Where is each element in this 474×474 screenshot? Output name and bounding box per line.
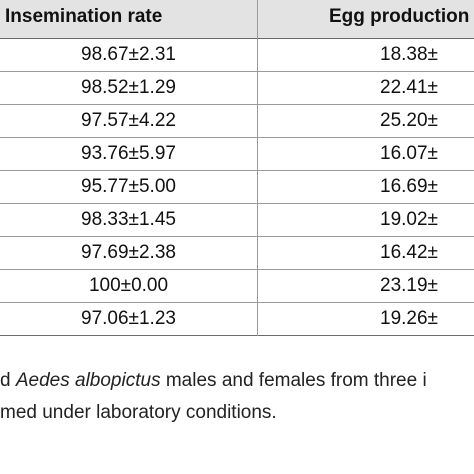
caption-prefix: d xyxy=(0,370,16,391)
table-row: 97.57±4.22 25.20± xyxy=(0,105,474,138)
table-row: 95.77±5.00 16.69± xyxy=(0,171,474,204)
egg-production-cell: 19.02± xyxy=(380,209,438,231)
table-caption: d Aedes albopictus males and females fro… xyxy=(0,365,474,429)
egg-production-cell: 22.41± xyxy=(380,77,438,99)
egg-production-cell: 23.19± xyxy=(380,275,438,297)
insemination-rate-cell: 100±0.00 xyxy=(0,275,257,297)
egg-production-cell: 18.38± xyxy=(380,44,438,66)
insemination-rate-cell: 97.69±2.38 xyxy=(0,242,257,264)
caption-species-name: Aedes albopictus xyxy=(16,370,161,391)
header-egg-production: Egg production xyxy=(329,6,469,28)
egg-production-cell: 25.20± xyxy=(380,110,438,132)
insemination-rate-cell: 97.57±4.22 xyxy=(0,110,257,132)
table-row: 98.52±1.29 22.41± xyxy=(0,72,474,105)
header-insemination-rate: Insemination rate xyxy=(5,6,162,28)
table-row: 97.69±2.38 16.42± xyxy=(0,237,474,270)
table-row: 98.33±1.45 19.02± xyxy=(0,204,474,237)
insemination-rate-cell: 93.76±5.97 xyxy=(0,143,257,165)
insemination-rate-cell: 97.06±1.23 xyxy=(0,308,257,330)
table-row: 93.76±5.97 16.07± xyxy=(0,138,474,171)
insemination-rate-cell: 98.33±1.45 xyxy=(0,209,257,231)
caption-suffix: males and females from three i xyxy=(161,370,427,391)
caption-line-1: d Aedes albopictus males and females fro… xyxy=(0,365,474,397)
table-header-row: Insemination rate Egg production xyxy=(0,0,474,39)
table-row: 97.06±1.23 19.26± xyxy=(0,303,474,336)
egg-production-cell: 16.07± xyxy=(380,143,438,165)
egg-production-cell: 16.69± xyxy=(380,176,438,198)
egg-production-cell: 16.42± xyxy=(380,242,438,264)
egg-production-cell: 19.26± xyxy=(380,308,438,330)
insemination-rate-cell: 95.77±5.00 xyxy=(0,176,257,198)
table-row: 98.67±2.31 18.38± xyxy=(0,39,474,72)
insemination-rate-cell: 98.67±2.31 xyxy=(0,44,257,66)
caption-line-2: med under laboratory conditions. xyxy=(0,397,474,429)
table-row: 100±0.00 23.19± xyxy=(0,270,474,303)
insemination-rate-cell: 98.52±1.29 xyxy=(0,77,257,99)
column-divider xyxy=(257,0,258,336)
